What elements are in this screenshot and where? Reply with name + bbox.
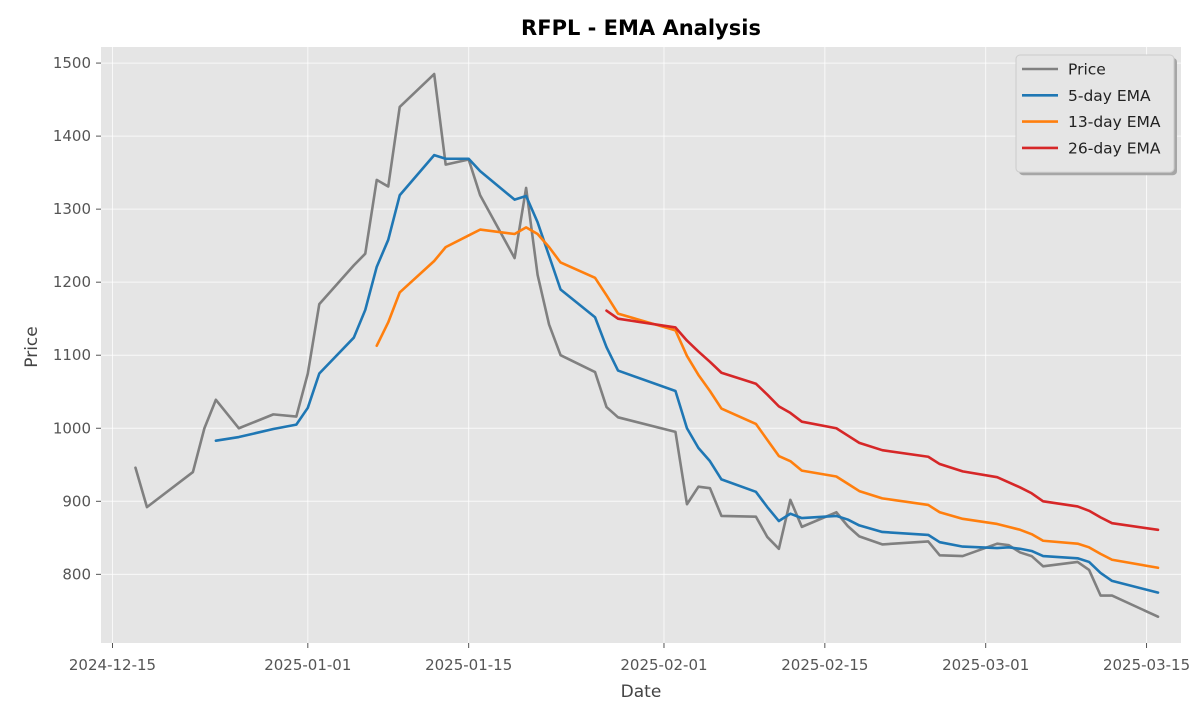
- series-lines: [134, 72, 1160, 619]
- legend-box: [1015, 54, 1175, 173]
- legend-label: 26-day EMA: [1068, 139, 1161, 157]
- x-axis-label: Date: [621, 682, 662, 702]
- y-tick-label: 1000: [53, 419, 91, 437]
- x-tick-label: 2025-03-15: [1103, 656, 1190, 674]
- x-tick-label: 2024-12-15: [69, 656, 156, 674]
- legend-label: 5-day EMA: [1068, 87, 1151, 105]
- series-line-26-day-ema: [605, 309, 1160, 532]
- y-tick-label: 1500: [53, 54, 91, 72]
- axis-ticks: 800 900 1000 1100 1200 1300 1400 1500 2024-12-15…: [53, 54, 1190, 674]
- x-tick-label: 2025-01-01: [264, 656, 351, 674]
- y-tick-label: 1100: [53, 346, 91, 364]
- legend-label: Price: [1068, 61, 1106, 79]
- x-tick-label: 2025-01-15: [425, 656, 512, 674]
- chart-title: RFPL - EMA Analysis: [521, 16, 761, 40]
- series-line-price: [134, 72, 1160, 619]
- legend-label: 13-day EMA: [1068, 113, 1161, 131]
- y-tick-label: 1200: [53, 273, 91, 291]
- legend: Price 5-day EMA 13-day EMA 26-day EMA: [1015, 54, 1177, 176]
- x-tick-label: 2025-02-01: [620, 656, 707, 674]
- x-tick-label: 2025-03-01: [942, 656, 1029, 674]
- y-tick-label: 1400: [53, 127, 91, 145]
- y-tick-label: 1300: [53, 200, 91, 218]
- y-axis-label: Price: [22, 326, 42, 367]
- series-line-13-day-ema: [375, 226, 1160, 570]
- y-tick-label: 900: [62, 492, 91, 510]
- y-tick-label: 800: [62, 565, 91, 583]
- series-line-5-day-ema: [214, 153, 1160, 594]
- x-tick-label: 2025-02-15: [781, 656, 868, 674]
